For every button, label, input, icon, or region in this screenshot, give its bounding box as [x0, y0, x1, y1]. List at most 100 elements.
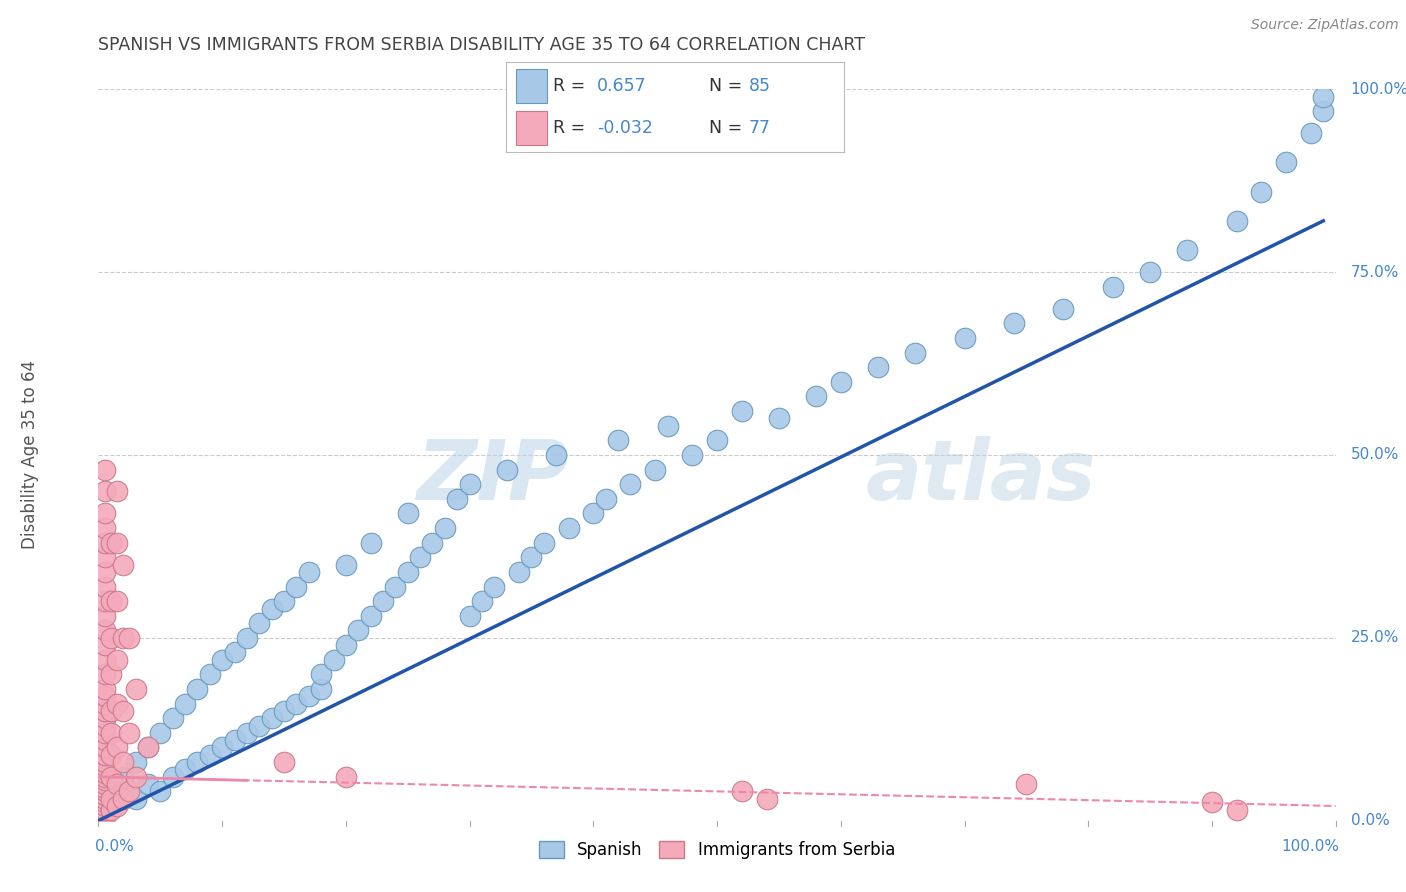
Point: [93, 740, 115, 755]
Point: [755, 791, 778, 805]
Point: [100, 667, 122, 681]
Text: R =: R =: [554, 119, 591, 136]
Point: [93, 535, 115, 549]
Point: [384, 580, 406, 594]
Point: [93, 758, 115, 772]
Point: [236, 726, 259, 740]
Point: [247, 718, 270, 732]
Point: [1299, 126, 1322, 140]
Point: [93, 624, 115, 638]
Legend: Spanish, Immigrants from Serbia: Spanish, Immigrants from Serbia: [530, 832, 904, 867]
Point: [224, 645, 246, 659]
Point: [105, 697, 128, 711]
Point: [546, 448, 568, 462]
Point: [136, 740, 159, 755]
Point: [495, 462, 517, 476]
Point: [1250, 185, 1272, 199]
Text: ZIP: ZIP: [416, 436, 568, 517]
Point: [731, 404, 754, 418]
Point: [124, 681, 146, 696]
Point: [174, 763, 197, 777]
Point: [118, 726, 141, 740]
Point: [93, 690, 115, 704]
Point: [211, 653, 233, 667]
Text: 50.0%: 50.0%: [1351, 448, 1399, 462]
Point: [1312, 104, 1334, 119]
Point: [335, 558, 357, 572]
Point: [93, 580, 115, 594]
Point: [105, 484, 128, 499]
Point: [112, 704, 135, 718]
Point: [112, 631, 135, 645]
Point: [162, 770, 184, 784]
Point: [260, 601, 283, 615]
Point: [93, 594, 115, 608]
Point: [396, 565, 419, 579]
Point: [100, 631, 122, 645]
Text: 100.0%: 100.0%: [1351, 82, 1406, 96]
Point: [100, 803, 122, 817]
Point: [93, 565, 115, 579]
Point: [224, 733, 246, 747]
Point: [1002, 316, 1025, 330]
Point: [1226, 803, 1249, 817]
Point: [93, 697, 115, 711]
Point: [93, 608, 115, 623]
Point: [273, 594, 295, 608]
Point: [520, 550, 543, 565]
Point: [433, 521, 456, 535]
Point: [93, 780, 115, 795]
Point: [93, 521, 115, 535]
Point: [396, 507, 419, 521]
Point: [93, 791, 115, 805]
Point: [1312, 89, 1334, 103]
Point: [285, 580, 308, 594]
Point: [186, 681, 208, 696]
Point: [100, 791, 122, 805]
Point: [93, 638, 115, 652]
Point: [1175, 243, 1198, 257]
Point: [105, 799, 128, 814]
Point: [409, 550, 432, 565]
Point: [93, 766, 115, 780]
Point: [105, 740, 128, 755]
Point: [360, 608, 382, 623]
Point: [112, 558, 135, 572]
Point: [657, 418, 679, 433]
Text: 0.657: 0.657: [598, 77, 647, 95]
Point: [186, 755, 208, 769]
Point: [136, 777, 159, 791]
Point: [422, 535, 444, 549]
Point: [118, 784, 141, 798]
Point: [273, 704, 295, 718]
Point: [595, 491, 617, 506]
Point: [93, 796, 115, 810]
Point: [112, 784, 135, 798]
Point: [322, 653, 344, 667]
Point: [124, 755, 146, 769]
Point: [211, 740, 233, 755]
Point: [446, 491, 468, 506]
Point: [236, 631, 259, 645]
Point: [93, 484, 115, 499]
Point: [100, 799, 122, 814]
Point: [149, 784, 172, 798]
Point: [93, 718, 115, 732]
Point: [93, 653, 115, 667]
Text: Disability Age 35 to 64: Disability Age 35 to 64: [21, 360, 39, 549]
Point: [508, 565, 530, 579]
Point: [93, 550, 115, 565]
Point: [105, 653, 128, 667]
Point: [100, 770, 122, 784]
Point: [198, 747, 221, 762]
Point: [105, 777, 128, 791]
Point: [1226, 214, 1249, 228]
Point: [105, 594, 128, 608]
Point: [804, 389, 827, 403]
Point: [731, 784, 754, 798]
Point: [93, 799, 115, 814]
Point: [1139, 265, 1161, 279]
Point: [607, 434, 630, 448]
Text: 100.0%: 100.0%: [1281, 838, 1340, 854]
Text: Source: ZipAtlas.com: Source: ZipAtlas.com: [1251, 18, 1399, 32]
